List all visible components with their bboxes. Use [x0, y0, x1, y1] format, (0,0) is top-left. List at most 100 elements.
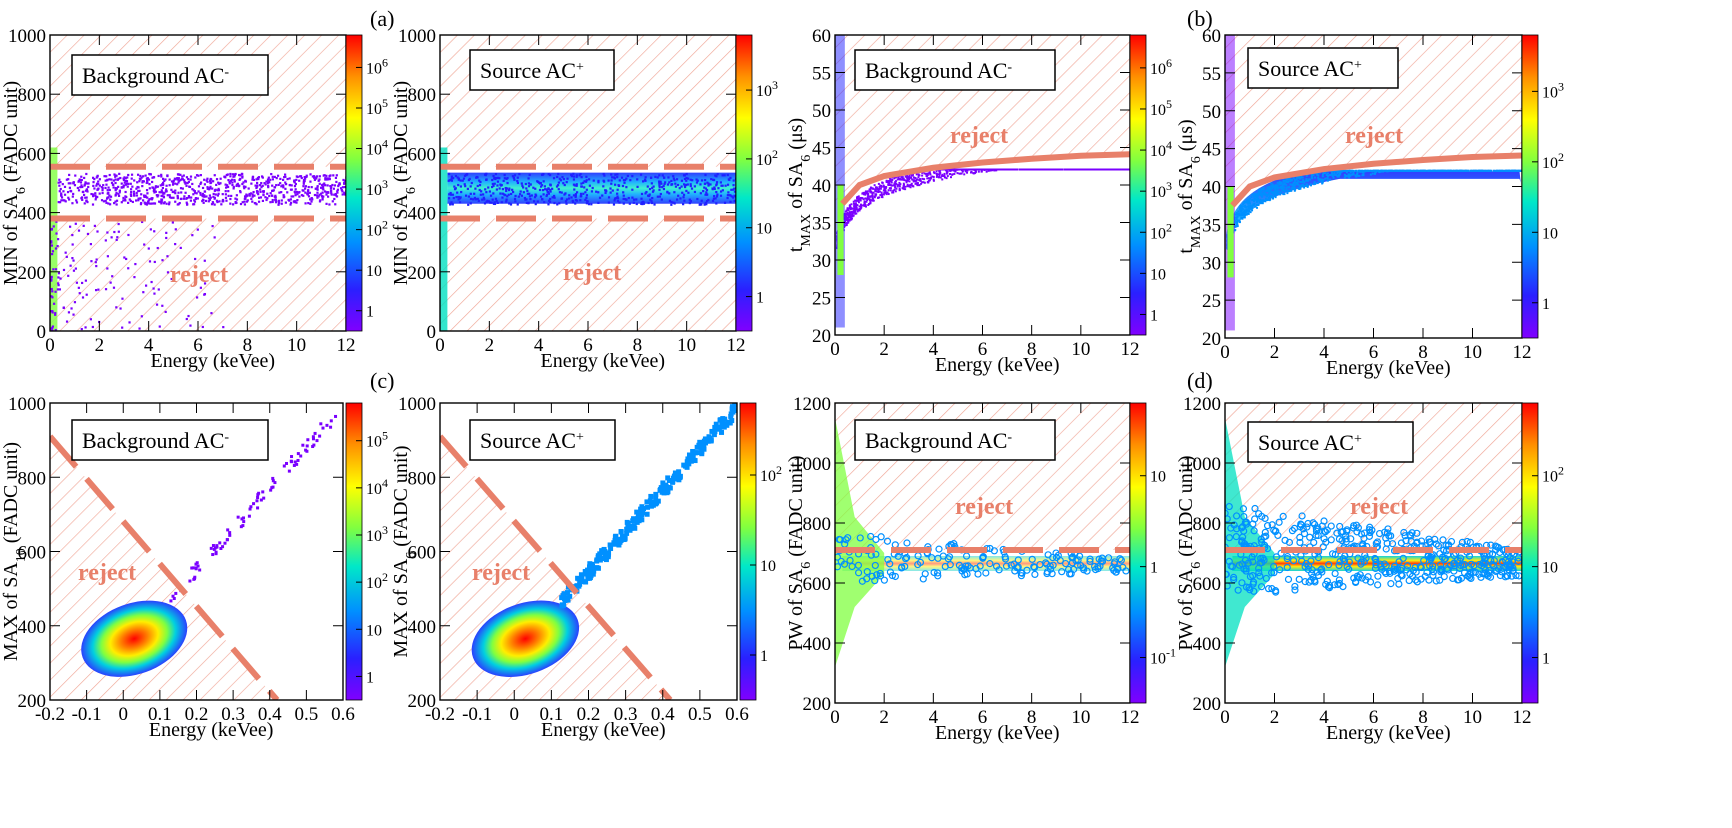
- data-cell: [1239, 207, 1242, 210]
- data-cell: [729, 176, 732, 180]
- data-cell: [947, 168, 950, 171]
- data-cell: [107, 186, 110, 189]
- colorbar-label: 10: [1150, 266, 1166, 283]
- data-cell: [185, 197, 188, 200]
- data-cell: [147, 247, 150, 250]
- data-cell: [266, 178, 270, 181]
- data-cell: [271, 178, 274, 181]
- data-cell: [122, 196, 125, 200]
- data-cell: [207, 200, 210, 203]
- data-cell: [215, 183, 218, 187]
- data-cell: [835, 563, 842, 571]
- data-cell: [62, 268, 66, 272]
- data-cell: [883, 191, 886, 194]
- data-cell: [266, 182, 269, 185]
- data-cell: [119, 176, 122, 180]
- data-cell: [250, 197, 253, 200]
- data-cell: [179, 178, 182, 182]
- data-cell: [54, 247, 58, 250]
- data-cell: [713, 195, 716, 198]
- data-cell: [1243, 216, 1246, 219]
- data-cell: [186, 181, 189, 185]
- data-cell: [226, 528, 230, 532]
- data-cell: [1014, 563, 1022, 571]
- data-cell: [910, 184, 913, 187]
- data-cell: [989, 168, 992, 171]
- data-cell: [566, 177, 569, 180]
- text-span: 6: [404, 552, 419, 559]
- data-cell: [906, 179, 909, 182]
- data-cell: [476, 197, 479, 200]
- data-cell: [467, 195, 471, 198]
- data-cell: [848, 211, 851, 214]
- reject-label: reject: [472, 560, 530, 586]
- data-cell: [1255, 195, 1258, 198]
- data-cell: [177, 181, 180, 184]
- data-cell: [866, 198, 869, 201]
- data-cell: [335, 180, 338, 184]
- data-cell: [1398, 169, 1401, 172]
- text-span: 10: [1150, 266, 1166, 283]
- data-cell: [332, 187, 335, 190]
- data-cell: [542, 180, 545, 183]
- data-cell: [1301, 181, 1304, 184]
- data-cell: [985, 170, 988, 173]
- data-cell: [82, 224, 85, 227]
- data-cell: [501, 188, 504, 191]
- data-cell: [1018, 168, 1021, 171]
- data-cell: [1266, 186, 1269, 189]
- data-cell: [676, 183, 680, 187]
- text-span: 4: [382, 476, 388, 490]
- data-cell: [165, 188, 168, 191]
- data-cell: [857, 201, 860, 204]
- data-cell: [206, 186, 209, 189]
- data-cell: [478, 188, 481, 192]
- data-cell: [613, 177, 616, 180]
- data-cell: [862, 204, 865, 207]
- data-cell: [573, 188, 576, 191]
- data-cell: [632, 201, 635, 204]
- data-cell: [696, 197, 699, 201]
- data-cell: [284, 201, 287, 204]
- text-span: 5: [1166, 97, 1172, 111]
- data-cell: [885, 193, 888, 196]
- data-cell: [1418, 169, 1421, 172]
- data-cell: [591, 186, 594, 190]
- data-cell: [315, 194, 319, 197]
- data-cell: [73, 184, 77, 187]
- text-span: 1: [1150, 560, 1158, 577]
- data-cell: [255, 190, 259, 193]
- data-cell: [862, 198, 865, 201]
- data-cell: [200, 181, 203, 184]
- data-cell: [668, 181, 671, 184]
- data-cell: [983, 168, 986, 171]
- data-cell: [160, 175, 163, 178]
- data-cell: [230, 194, 233, 198]
- data-cell: [63, 193, 67, 196]
- low-energy-fan: [1225, 418, 1275, 667]
- data-cell: [668, 192, 671, 195]
- legend-label: Source AC+: [1258, 56, 1362, 81]
- data-cell: [170, 188, 173, 191]
- data-cell: [1287, 181, 1290, 184]
- data-cell: [202, 195, 205, 198]
- data-cell: [115, 187, 119, 190]
- data-cell: [1433, 169, 1436, 172]
- data-cell: [1367, 169, 1370, 172]
- data-cell: [633, 516, 639, 522]
- data-cell: [1269, 188, 1272, 191]
- data-cell: [278, 191, 281, 194]
- data-cell: [452, 177, 455, 180]
- data-cell: [84, 182, 87, 185]
- data-cell: [67, 274, 70, 277]
- data-cell: [1356, 171, 1359, 174]
- data-cell: [534, 202, 537, 206]
- data-cell: [81, 190, 84, 194]
- data-cell: [614, 183, 617, 186]
- colorbar-label: 103: [1150, 179, 1172, 201]
- data-cell: [906, 183, 909, 186]
- data-cell: [670, 201, 673, 204]
- data-cell: [851, 211, 854, 214]
- data-cell: [937, 173, 940, 176]
- data-cell: [1285, 183, 1288, 186]
